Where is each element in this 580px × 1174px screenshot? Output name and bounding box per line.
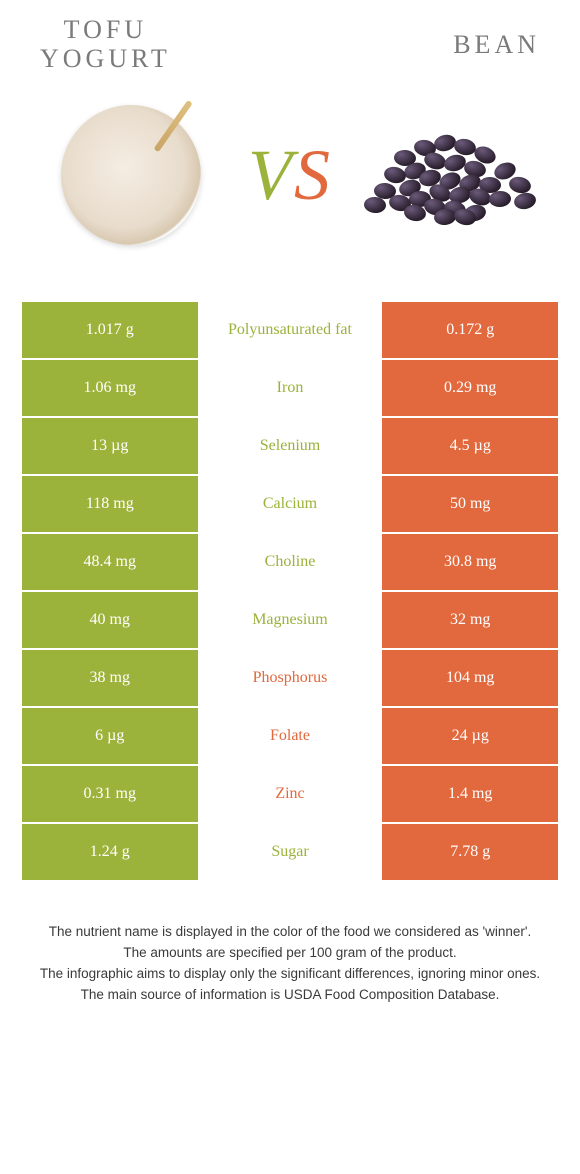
vs-s: S [294, 135, 332, 215]
spoon-icon [127, 73, 224, 170]
table-row: 40 mgMagnesium32 mg [22, 592, 558, 648]
table-row: 6 µgFolate24 µg [22, 708, 558, 764]
right-value-cell: 0.29 mg [382, 360, 558, 416]
right-value-cell: 30.8 mg [382, 534, 558, 590]
right-value-cell: 0.172 g [382, 302, 558, 358]
hero-row: VS [0, 80, 580, 280]
footnote-line: The nutrient name is displayed in the co… [30, 922, 550, 943]
right-value-cell: 7.78 g [382, 824, 558, 880]
footnotes: The nutrient name is displayed in the co… [0, 892, 580, 1006]
left-value-cell: 1.24 g [22, 824, 198, 880]
left-value-cell: 40 mg [22, 592, 198, 648]
left-value-cell: 6 µg [22, 708, 198, 764]
table-row: 1.24 gSugar7.78 g [22, 824, 558, 880]
nutrient-name-cell: Calcium [200, 476, 381, 532]
header: TOFUYOGURT BEAN [0, 0, 580, 80]
yogurt-bowl-icon [61, 105, 201, 245]
right-value-cell: 4.5 µg [382, 418, 558, 474]
right-value-cell: 32 mg [382, 592, 558, 648]
left-food-image [46, 95, 216, 255]
comparison-table-wrap: 1.017 gPolyunsaturated fat0.172 g1.06 mg… [0, 280, 580, 892]
nutrient-name-cell: Sugar [200, 824, 381, 880]
nutrient-name-cell: Iron [200, 360, 381, 416]
table-row: 48.4 mgCholine30.8 mg [22, 534, 558, 590]
bean-icon [513, 191, 538, 211]
table-row: 38 mgPhosphorus104 mg [22, 650, 558, 706]
left-value-cell: 38 mg [22, 650, 198, 706]
table-row: 118 mgCalcium50 mg [22, 476, 558, 532]
nutrient-name-cell: Selenium [200, 418, 381, 474]
right-value-cell: 24 µg [382, 708, 558, 764]
right-value-cell: 50 mg [382, 476, 558, 532]
left-value-cell: 1.06 mg [22, 360, 198, 416]
table-row: 1.017 gPolyunsaturated fat0.172 g [22, 302, 558, 358]
nutrient-name-cell: Folate [200, 708, 381, 764]
footnote-line: The main source of information is USDA F… [30, 985, 550, 1006]
bean-pile-icon [364, 125, 534, 225]
table-row: 1.06 mgIron0.29 mg [22, 360, 558, 416]
right-value-cell: 1.4 mg [382, 766, 558, 822]
left-value-cell: 13 µg [22, 418, 198, 474]
left-value-cell: 0.31 mg [22, 766, 198, 822]
bean-icon [489, 190, 512, 207]
comparison-table: 1.017 gPolyunsaturated fat0.172 g1.06 mg… [20, 300, 560, 882]
vs-label: VS [248, 134, 332, 217]
left-value-cell: 1.017 g [22, 302, 198, 358]
footnote-line: The amounts are specified per 100 gram o… [30, 943, 550, 964]
left-value-cell: 118 mg [22, 476, 198, 532]
vs-v: V [248, 135, 294, 215]
footnote-line: The infographic aims to display only the… [30, 964, 550, 985]
nutrient-name-cell: Phosphorus [200, 650, 381, 706]
table-row: 13 µgSelenium4.5 µg [22, 418, 558, 474]
left-value-cell: 48.4 mg [22, 534, 198, 590]
right-food-image [364, 95, 534, 255]
table-row: 0.31 mgZinc1.4 mg [22, 766, 558, 822]
left-food-title: TOFUYOGURT [40, 16, 171, 73]
right-food-title: BEAN [453, 31, 540, 60]
nutrient-name-cell: Polyunsaturated fat [200, 302, 381, 358]
nutrient-name-cell: Choline [200, 534, 381, 590]
nutrient-name-cell: Zinc [200, 766, 381, 822]
comparison-tbody: 1.017 gPolyunsaturated fat0.172 g1.06 mg… [22, 302, 558, 880]
right-value-cell: 104 mg [382, 650, 558, 706]
nutrient-name-cell: Magnesium [200, 592, 381, 648]
